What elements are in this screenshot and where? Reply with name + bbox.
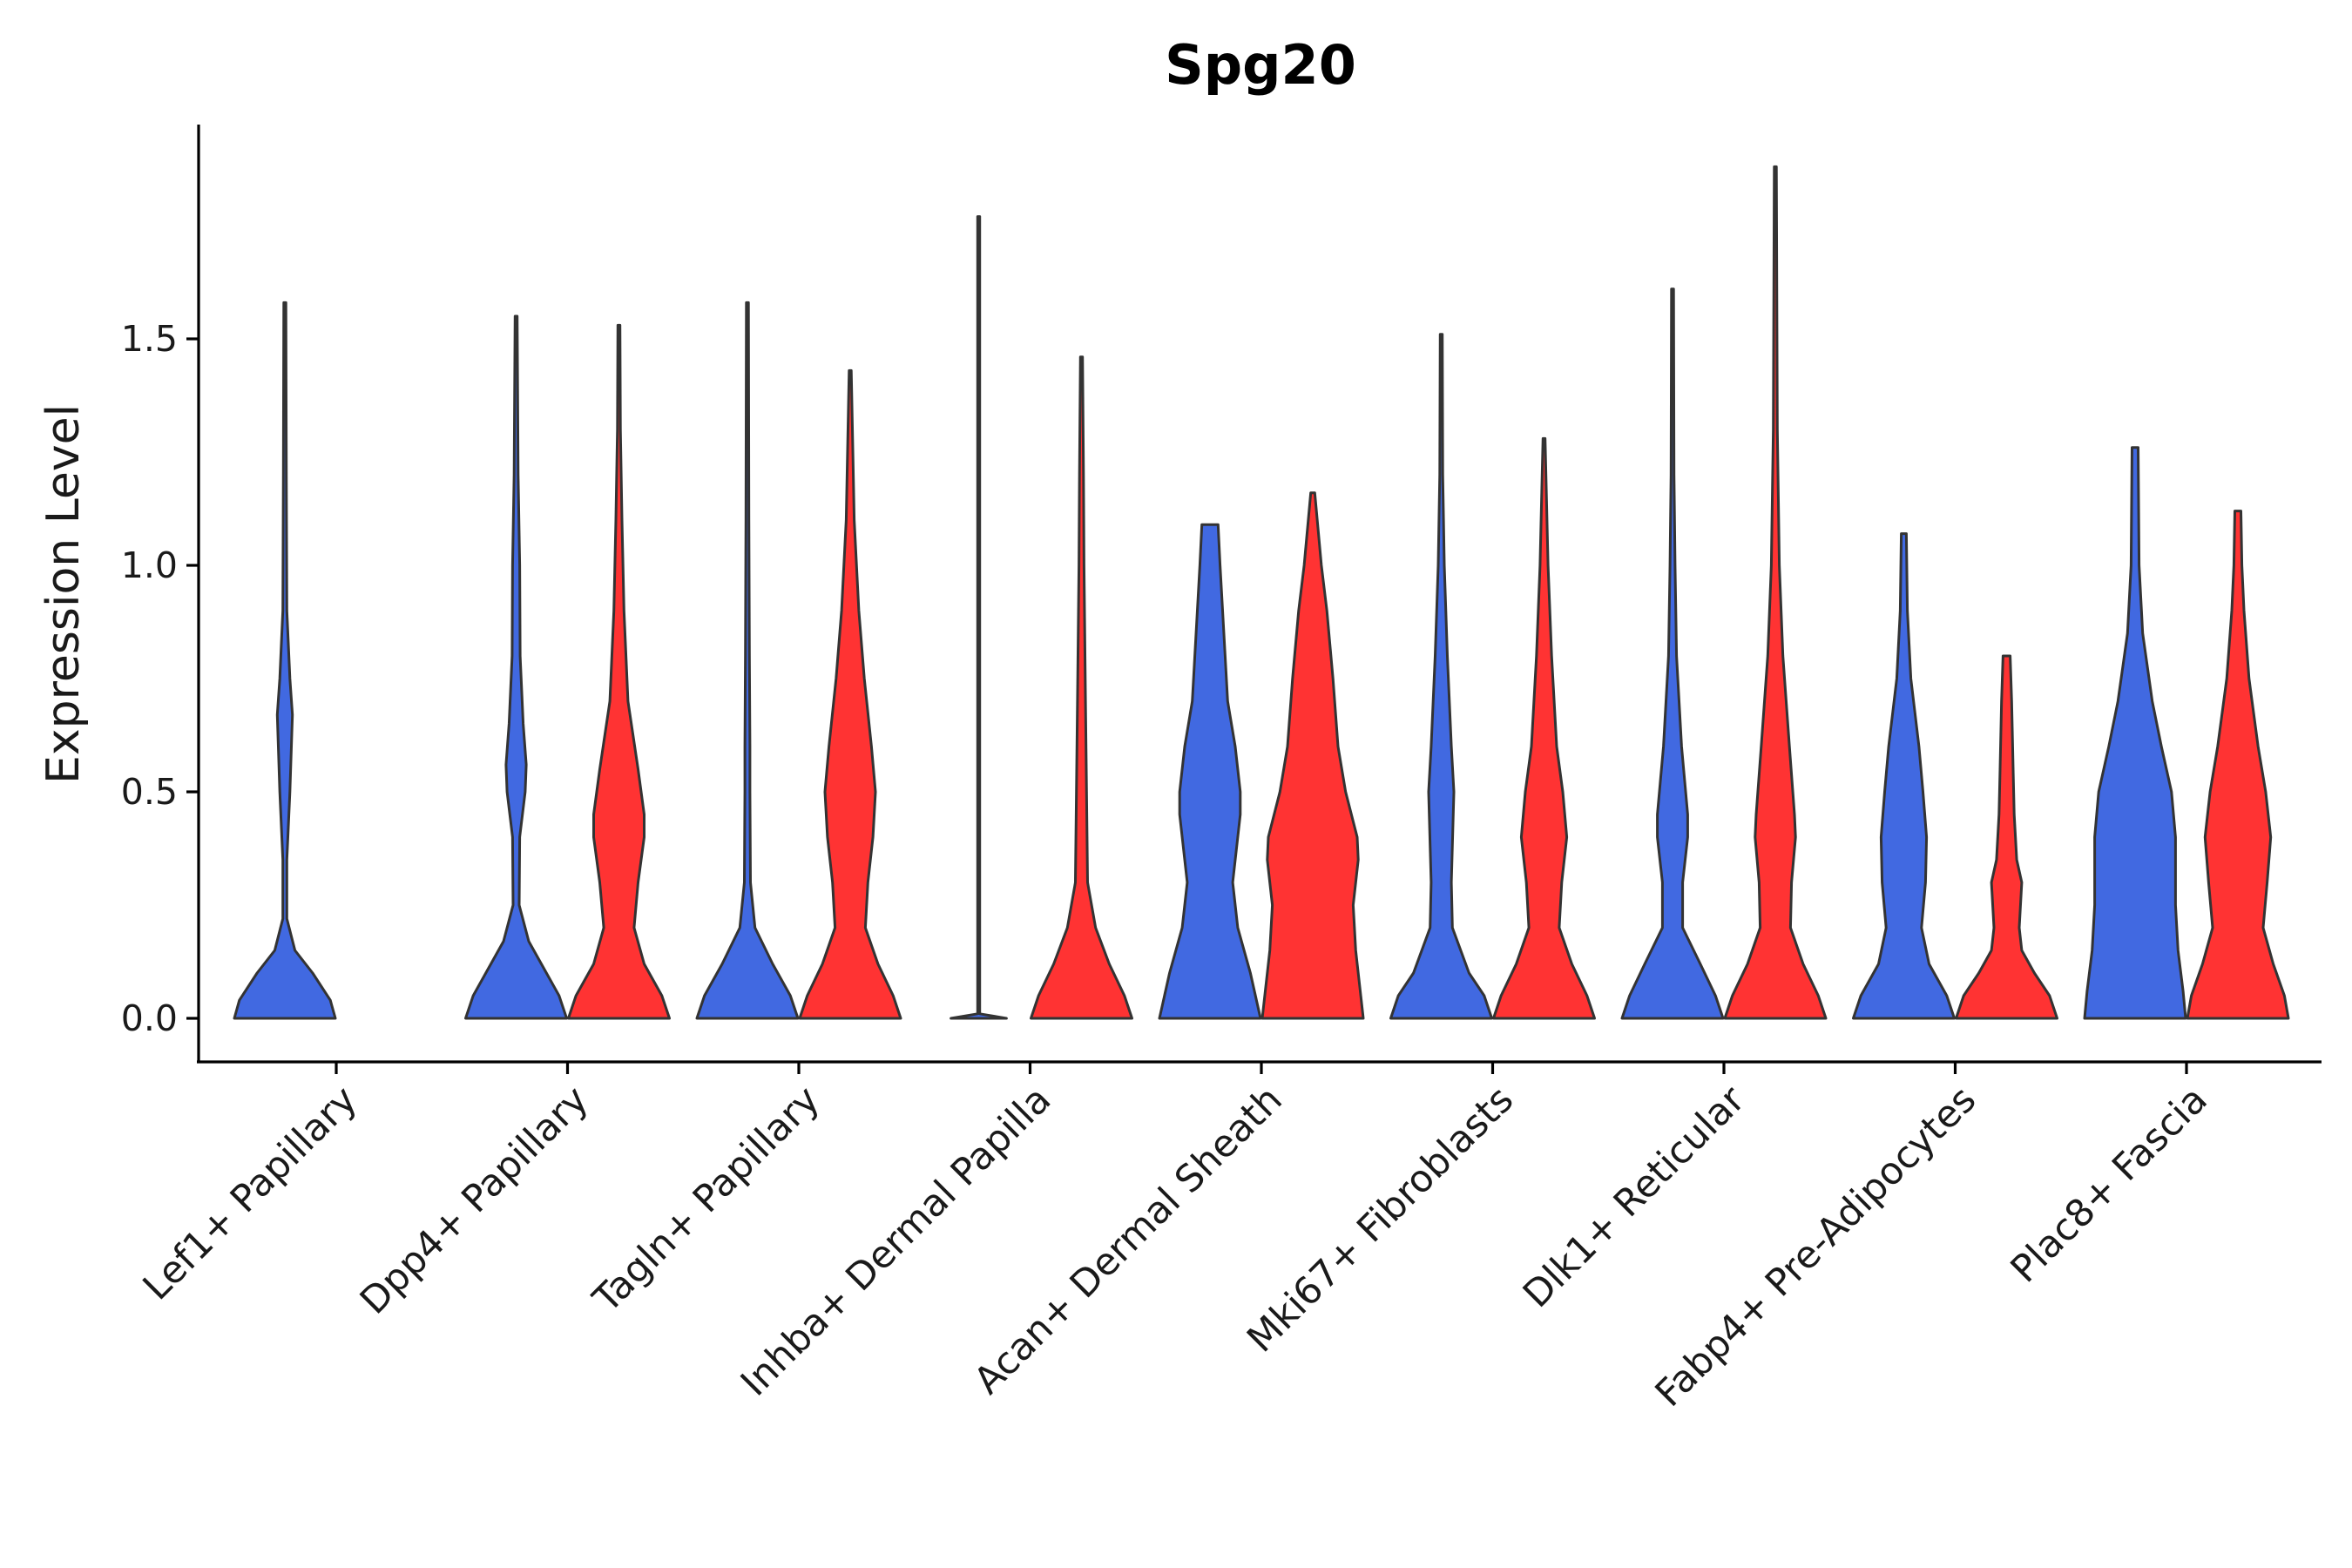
x-tick-label: Mki67+ Fibroblasts	[1239, 1078, 1522, 1361]
y-tick-label: 0.5	[121, 771, 178, 813]
violin-condition-2-3	[798, 368, 902, 1020]
violin-condition-1-3	[695, 301, 800, 1020]
x-tick-label: Plac8+ Fascia	[2003, 1078, 2216, 1291]
violin-condition-1-1	[233, 301, 337, 1020]
x-tick-label: Dpp4+ Papillary	[352, 1078, 597, 1322]
violin-condition-1-6	[1389, 333, 1493, 1020]
y-axis-label: Expression Level	[37, 404, 90, 784]
chart-title: Spg20	[1165, 33, 1356, 97]
violin-condition-1-9	[2083, 446, 2187, 1020]
y-axis-ticks: 0.0 0.5 1.0 1.5	[121, 318, 199, 1039]
violin-condition-2-4	[1030, 355, 1133, 1020]
violin-condition-2-2	[567, 323, 671, 1020]
y-tick-label: 1.5	[121, 318, 178, 360]
x-tick-label: Tagln+ Papillary	[585, 1078, 828, 1321]
violin-condition-1-7	[1620, 287, 1725, 1020]
x-tick-label: Dlk1+ Reticular	[1515, 1078, 1754, 1316]
violin-condition-2-8	[1955, 654, 2058, 1020]
violin-condition-1-2	[464, 314, 568, 1020]
y-tick-label: 0.0	[121, 997, 178, 1039]
violin-condition-2-7	[1723, 165, 1828, 1020]
violin-condition-2-6	[1492, 436, 1596, 1020]
y-tick-label: 1.0	[121, 544, 178, 586]
violin-condition-2-9	[2186, 510, 2290, 1020]
violin-condition-2-5	[1260, 491, 1365, 1020]
violin-condition-1-5	[1158, 523, 1262, 1020]
x-tick-label: Lef1+ Papillary	[135, 1078, 366, 1308]
violin-condition-1-4	[950, 215, 1008, 1020]
plot-area	[233, 165, 2290, 1020]
violin-condition-1-8	[1852, 532, 1956, 1020]
